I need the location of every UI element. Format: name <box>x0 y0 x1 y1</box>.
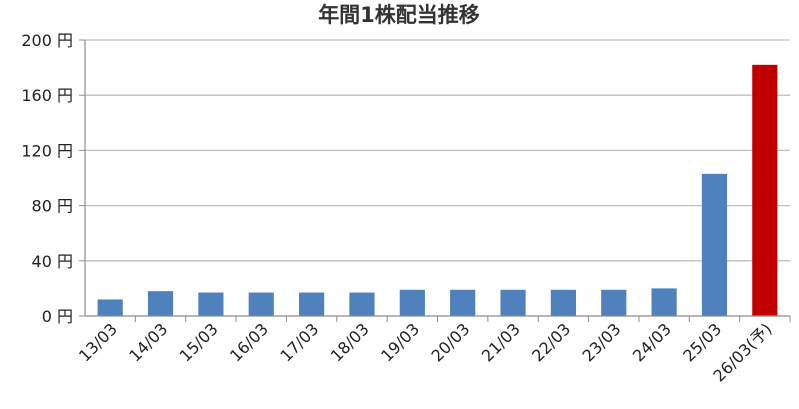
axis-layer <box>79 39 791 322</box>
chart-title: 年間1株配当推移 <box>318 3 480 27</box>
x-tick-label: 24/03 <box>629 319 675 365</box>
x-tick-label: 13/03 <box>75 319 121 365</box>
x-tick-label: 15/03 <box>176 319 222 365</box>
y-tick-label: 120 円 <box>21 141 73 160</box>
bar <box>701 173 728 316</box>
y-tick-labels: 0 円 40 円 80 円 120 円 160 円 200 円 <box>21 31 73 326</box>
bar-forecast <box>752 64 778 316</box>
x-tick-label: 21/03 <box>478 319 524 365</box>
bar-layer <box>97 64 778 316</box>
bar <box>500 289 526 316</box>
y-tick-label: 0 円 <box>42 307 73 326</box>
bar <box>248 292 274 316</box>
y-tick-label: 160 円 <box>21 86 73 105</box>
bar <box>198 292 224 316</box>
bar <box>399 289 425 316</box>
x-tick-label: 22/03 <box>528 319 574 365</box>
x-tick-label: 23/03 <box>579 319 625 365</box>
y-tick-label: 200 円 <box>21 31 73 50</box>
x-tick-labels: 13/03 14/03 15/03 16/03 17/03 18/03 19/03 20/03… <box>75 319 776 385</box>
x-tick-label: 14/03 <box>125 319 171 365</box>
x-tick-label: 18/03 <box>327 319 373 365</box>
x-tick-label: 20/03 <box>427 319 473 365</box>
x-tick-label: 19/03 <box>377 319 423 365</box>
y-tick-label: 40 円 <box>32 252 73 271</box>
bar <box>550 289 576 316</box>
bar <box>450 289 476 316</box>
bar <box>97 299 123 316</box>
y-tick-label: 80 円 <box>32 197 73 216</box>
bar <box>299 292 325 316</box>
x-tick-label: 16/03 <box>226 319 272 365</box>
bar <box>349 292 375 316</box>
bar <box>601 289 627 316</box>
bar <box>651 288 677 316</box>
grid-layer <box>85 39 790 262</box>
bar <box>147 291 174 316</box>
x-tick-label: 17/03 <box>276 319 322 365</box>
x-tick-label: 25/03 <box>679 319 725 365</box>
